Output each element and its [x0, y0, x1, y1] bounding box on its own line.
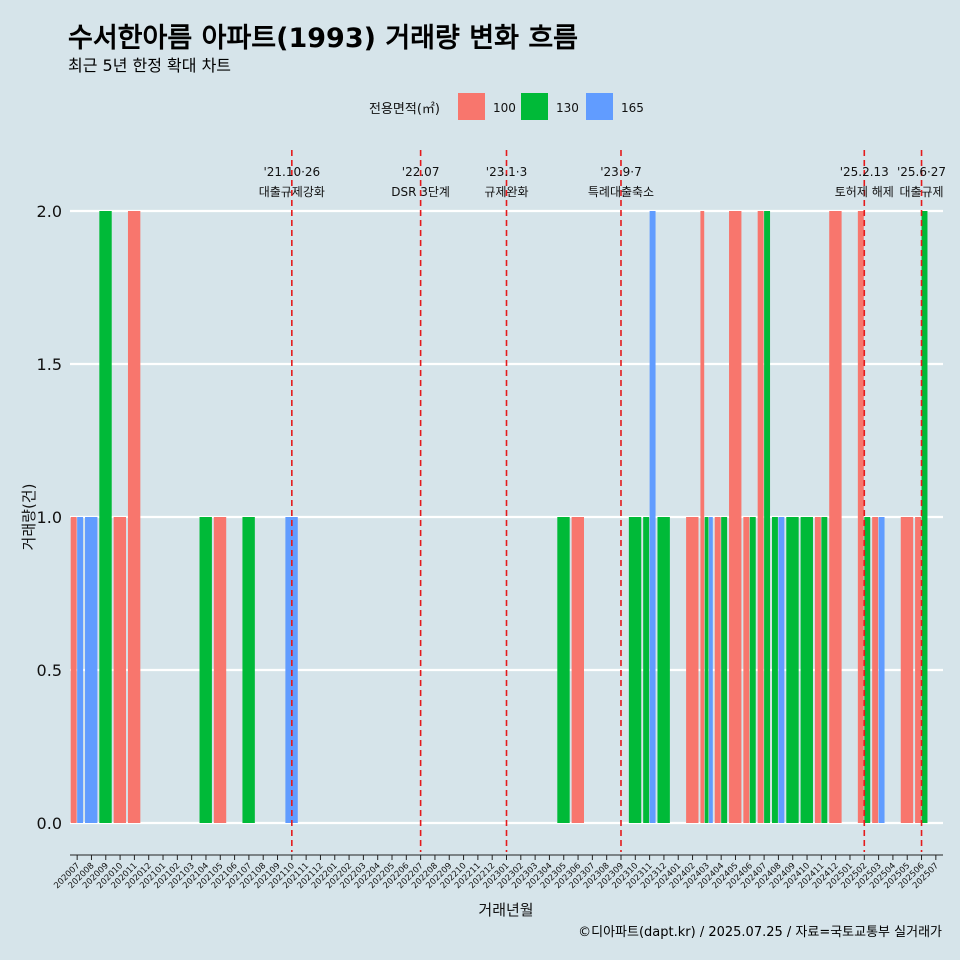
bar-202404-100 [714, 517, 721, 823]
bar-202411-100 [814, 517, 821, 823]
y-axis-title: 거래량(건) [20, 484, 38, 551]
event-label: 특례대출축소 [588, 185, 654, 199]
y-tick-label: 0.0 [37, 814, 62, 833]
bar-202310-130 [628, 517, 642, 823]
event-label: DSR 3단계 [391, 185, 450, 199]
y-tick-label: 0.5 [37, 661, 62, 680]
bar-202412-100 [829, 211, 842, 823]
bar-202311-130 [643, 517, 650, 823]
bar-202404-130 [721, 517, 728, 823]
bar-202009-130 [99, 211, 112, 823]
event-date: '23.1·3 [486, 165, 527, 179]
bar-202505-100 [900, 517, 914, 823]
legend-label-165: 165 [621, 101, 644, 115]
event-date: '25.6·27 [897, 165, 946, 179]
bar-202008-165 [85, 517, 98, 823]
event-label: 토허제 해제 [835, 185, 894, 199]
x-axis-title: 거래년월 [478, 901, 533, 919]
event-label: 규제완화 [484, 185, 528, 199]
bar-202506-100 [915, 517, 922, 823]
y-tick-label: 1.0 [37, 508, 62, 527]
legend-swatch-130 [521, 93, 548, 120]
y-tick-label: 1.5 [37, 355, 62, 374]
bar-202411-130 [821, 517, 828, 823]
bar-202010-100 [113, 517, 127, 823]
bar-202503-100 [872, 517, 879, 823]
bar-202007-165 [77, 517, 84, 823]
bar-202407-130 [764, 211, 771, 823]
bar-202408-165 [778, 517, 785, 823]
bar-202311-165 [649, 211, 656, 823]
event-date: '22.07 [402, 165, 440, 179]
bar-202405-100 [729, 211, 742, 823]
bar-202306-100 [571, 517, 584, 823]
bar-202502-100 [857, 211, 864, 823]
bar-202406-130 [749, 517, 756, 823]
bar-202312-130 [657, 517, 670, 823]
chart-title: 수서한아름 아파트(1993) 거래량 변화 흐름 [68, 23, 579, 54]
event-date: '23.9·7 [600, 165, 641, 179]
bar-202403-130 [704, 517, 709, 823]
bar-202407-100 [757, 211, 764, 823]
bar-202403-100 [700, 211, 705, 823]
y-tick-label: 2.0 [37, 202, 62, 221]
bar-202502-130 [864, 517, 871, 823]
bar-202402-100 [686, 517, 699, 823]
bar-202503-165 [878, 517, 885, 823]
chart-subtitle: 최근 5년 한정 확대 차트 [68, 56, 232, 75]
bar-202406-100 [743, 517, 750, 823]
legend-swatch-165 [586, 93, 613, 120]
bar-202305-130 [557, 517, 570, 823]
event-date: '25.2.13 [840, 165, 889, 179]
legend-swatch-100 [458, 93, 485, 120]
bar-202410-130 [800, 517, 813, 823]
bar-202403-165 [709, 517, 713, 823]
legend-label-100: 100 [493, 101, 516, 115]
source-caption: ©디아파트(dapt.kr) / 2025.07.25 / 자료=국토교통부 실… [578, 925, 942, 940]
bar-202104-130 [199, 517, 212, 823]
legend-title: 전용면적(㎡) [369, 102, 440, 117]
bar-202107-130 [242, 517, 255, 823]
bar-202408-130 [771, 517, 778, 823]
bar-202506-130 [921, 211, 928, 823]
legend-label-130: 130 [556, 101, 579, 115]
bar-202011-100 [127, 211, 141, 823]
event-date: '21.10·26 [263, 165, 320, 179]
bar-202409-130 [786, 517, 799, 823]
bar-202007-100 [70, 517, 77, 823]
event-label: 대출규제 [899, 185, 943, 199]
event-label: 대출규제강화 [259, 185, 325, 199]
bar-202105-100 [213, 517, 227, 823]
